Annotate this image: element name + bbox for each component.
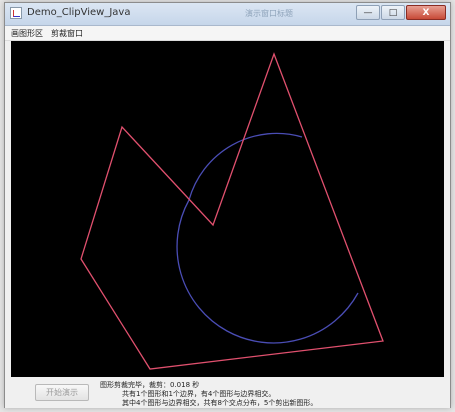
app-window: Demo_ClipView_Java 演示窗口标题 — □ X 画图形区 剪裁窗… — [4, 2, 451, 408]
drawing-canvas[interactable] — [11, 41, 444, 377]
start-button[interactable]: 开始演示 — [35, 384, 89, 401]
window-controls: — □ X — [355, 5, 446, 21]
clip-polygon — [80, 52, 384, 370]
menu-item-draw[interactable]: 画图形区 — [11, 28, 43, 38]
status-line-3: 其中4个图形与边界相交，共有8个交点分布，5个剪出新图形。 — [122, 399, 318, 407]
window-title: Demo_ClipView_Java — [27, 7, 131, 18]
menu-item-clip[interactable]: 剪裁窗口 — [51, 28, 83, 38]
status-line-2: 共有1个图形和1个边界，有4个图形与边界相交。 — [122, 390, 276, 398]
title-center-text: 演示窗口标题 — [245, 9, 293, 18]
minimize-button[interactable]: — — [356, 5, 380, 20]
status-line-1: 图形剪裁完毕，裁剪：0.018 秒 — [100, 381, 200, 389]
clip-circle — [176, 132, 359, 344]
title-bar[interactable]: Demo_ClipView_Java 演示窗口标题 — □ X — [5, 3, 450, 26]
app-icon — [10, 7, 22, 19]
maximize-button[interactable]: □ — [381, 5, 405, 20]
canvas-svg — [80, 52, 384, 370]
close-button[interactable]: X — [406, 5, 446, 20]
menu-bar: 画图形区 剪裁窗口 — [5, 26, 450, 41]
status-bar: 开始演示 图形剪裁完毕，裁剪：0.018 秒 共有1个图形和1个边界，有4个图形… — [5, 377, 450, 408]
